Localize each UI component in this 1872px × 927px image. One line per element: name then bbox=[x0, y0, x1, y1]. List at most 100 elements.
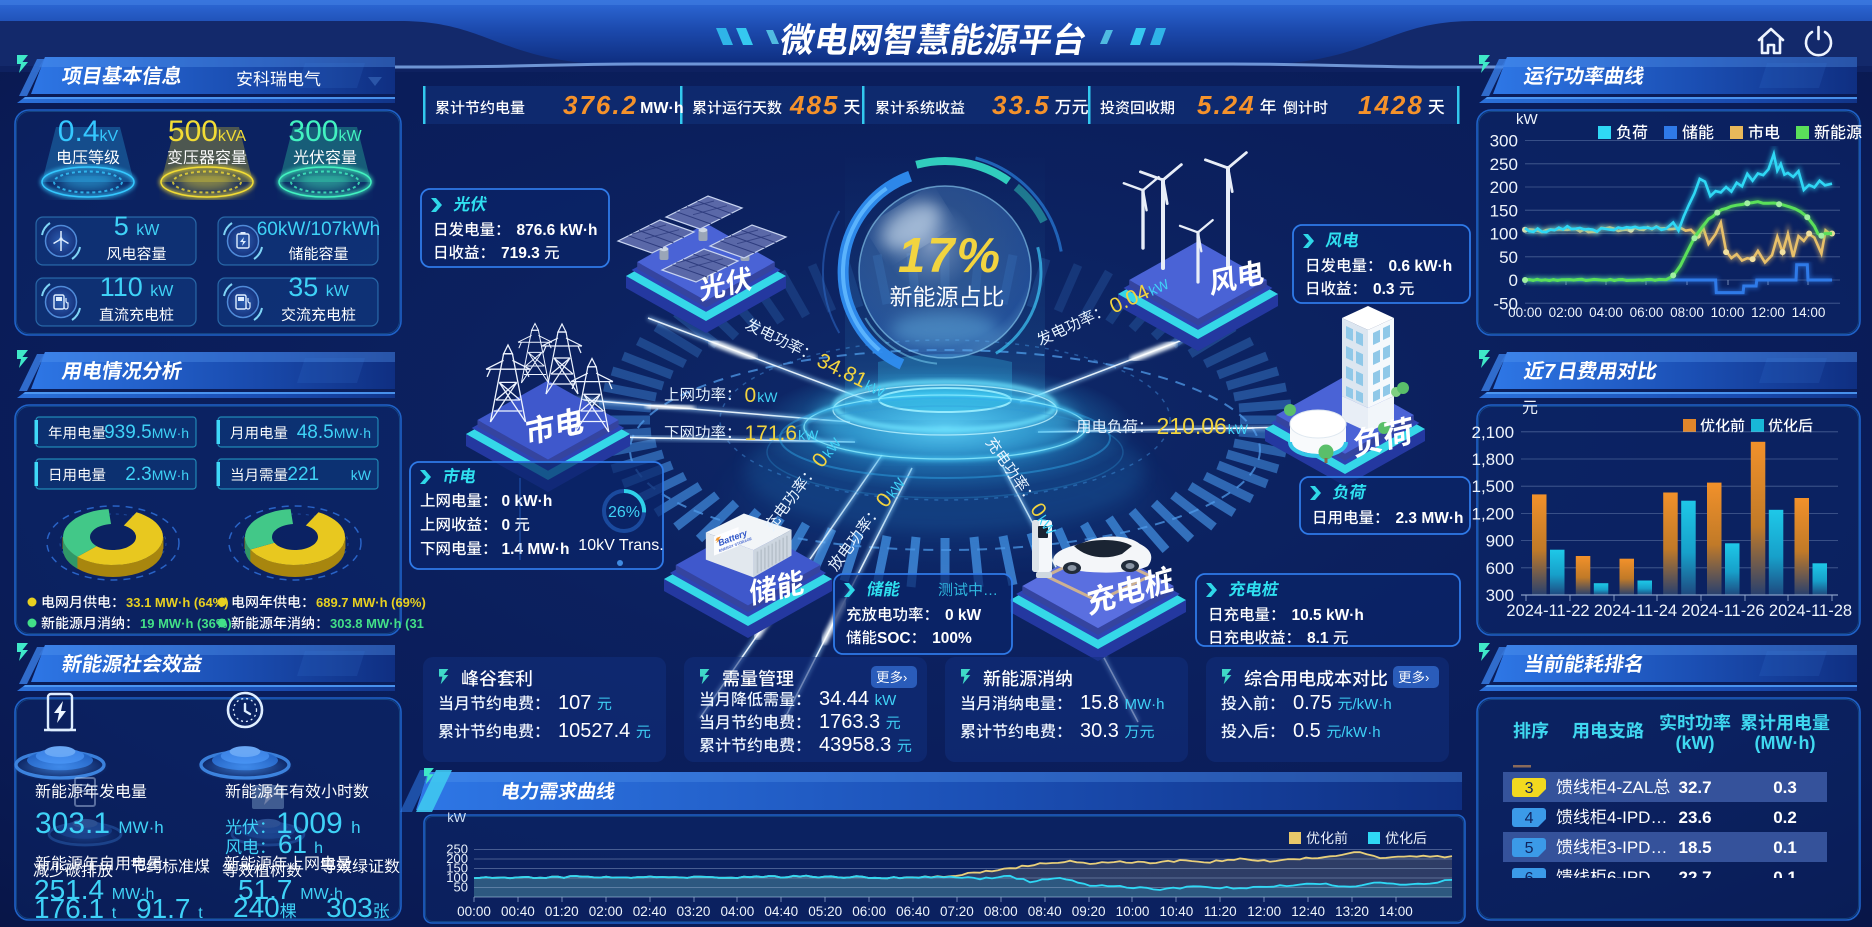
svg-text:3: 3 bbox=[1525, 780, 1534, 797]
svg-text:0 kW: 0 kW bbox=[945, 607, 982, 624]
svg-text:2.3 MW·h: 2.3 MW·h bbox=[1396, 510, 1464, 527]
svg-text:0.1: 0.1 bbox=[1773, 868, 1797, 887]
svg-text:/kW·h: /kW·h bbox=[1341, 724, 1380, 741]
svg-text:100%: 100% bbox=[932, 630, 972, 647]
svg-text:303.1: 303.1 bbox=[35, 807, 110, 840]
svg-text:12:00: 12:00 bbox=[1247, 904, 1281, 919]
svg-text:01:20: 01:20 bbox=[545, 904, 579, 919]
svg-text:6: 6 bbox=[1525, 870, 1534, 887]
svg-text:719.3: 719.3 bbox=[501, 245, 540, 262]
svg-text:30.3: 30.3 bbox=[1080, 720, 1119, 742]
svg-text:10:00: 10:00 bbox=[1711, 305, 1745, 320]
svg-text:689.7 MW·h (69%): 689.7 MW·h (69%) bbox=[316, 595, 426, 610]
svg-text:17%: 17% bbox=[898, 229, 1002, 283]
svg-text:2024-11-22: 2024-11-22 bbox=[1506, 602, 1589, 620]
svg-text:22.7: 22.7 bbox=[1679, 868, 1712, 887]
svg-text:08:00: 08:00 bbox=[984, 904, 1018, 919]
svg-text:0.75: 0.75 bbox=[1293, 692, 1332, 714]
svg-text:48.5: 48.5 bbox=[297, 422, 334, 443]
svg-text:02:00: 02:00 bbox=[589, 904, 623, 919]
svg-text:02:40: 02:40 bbox=[633, 904, 667, 919]
svg-text:485: 485 bbox=[789, 90, 839, 120]
svg-text:kW: kW bbox=[326, 283, 350, 300]
svg-text:kW: kW bbox=[150, 283, 174, 300]
svg-text:03:20: 03:20 bbox=[677, 904, 711, 919]
svg-text:MW·h: MW·h bbox=[334, 425, 371, 441]
svg-text:(MW·h): (MW·h) bbox=[1755, 733, 1816, 753]
svg-text:1763.3: 1763.3 bbox=[819, 711, 880, 733]
svg-text:2.3: 2.3 bbox=[125, 464, 151, 485]
svg-text:4: 4 bbox=[1525, 810, 1534, 827]
svg-text:8.1: 8.1 bbox=[1307, 630, 1329, 647]
svg-text:h: h bbox=[351, 818, 360, 837]
svg-text:kV: kV bbox=[100, 128, 119, 145]
svg-text:171.6: 171.6 bbox=[745, 422, 798, 445]
svg-text:11:20: 11:20 bbox=[1204, 904, 1237, 919]
svg-text:150: 150 bbox=[446, 861, 468, 876]
svg-text:61: 61 bbox=[278, 829, 307, 859]
svg-text:MW·h: MW·h bbox=[640, 100, 684, 117]
svg-text:0.4: 0.4 bbox=[58, 115, 100, 148]
svg-text:1.4 MW·h: 1.4 MW·h bbox=[502, 541, 570, 558]
svg-text:5: 5 bbox=[114, 211, 129, 241]
svg-text:MW·h: MW·h bbox=[1125, 696, 1165, 713]
svg-text:100: 100 bbox=[1490, 225, 1518, 244]
svg-text:06:00: 06:00 bbox=[852, 904, 886, 919]
svg-text:kW: kW bbox=[1516, 111, 1539, 128]
svg-text:51.7: 51.7 bbox=[238, 874, 293, 905]
svg-text:0.3: 0.3 bbox=[1773, 778, 1797, 797]
svg-text:04:00: 04:00 bbox=[721, 904, 755, 919]
svg-text:05:20: 05:20 bbox=[808, 904, 842, 919]
svg-text:08:00: 08:00 bbox=[1670, 305, 1704, 320]
svg-text:MW·h: MW·h bbox=[152, 467, 189, 483]
svg-text:0.5: 0.5 bbox=[1293, 720, 1321, 742]
svg-text:04:40: 04:40 bbox=[764, 904, 798, 919]
svg-text:5.24: 5.24 bbox=[1197, 90, 1256, 120]
svg-text:10.5 kW·h: 10.5 kW·h bbox=[1292, 607, 1364, 624]
svg-text:06:40: 06:40 bbox=[896, 904, 930, 919]
svg-text:33.5: 33.5 bbox=[992, 90, 1051, 120]
svg-text:02:00: 02:00 bbox=[1549, 305, 1583, 320]
svg-text:303.8 MW·h (31: 303.8 MW·h (31 bbox=[330, 616, 424, 631]
svg-text:t: t bbox=[112, 905, 117, 922]
svg-text:14:00: 14:00 bbox=[1379, 904, 1413, 919]
svg-text:kW: kW bbox=[1228, 421, 1249, 437]
svg-text:2,100: 2,100 bbox=[1472, 423, 1515, 442]
svg-text:0.3: 0.3 bbox=[1373, 281, 1395, 298]
svg-text:kW: kW bbox=[798, 427, 819, 443]
svg-text:10kV Trans.: 10kV Trans. bbox=[578, 537, 663, 554]
svg-text:09:20: 09:20 bbox=[1072, 904, 1106, 919]
svg-text:0.6 kW·h: 0.6 kW·h bbox=[1389, 258, 1453, 275]
svg-text:221: 221 bbox=[287, 464, 319, 485]
svg-text:0 kW·h: 0 kW·h bbox=[502, 493, 553, 510]
svg-text:00:00: 00:00 bbox=[1508, 305, 1542, 320]
svg-text:100: 100 bbox=[446, 870, 468, 885]
svg-text:2024-11-28: 2024-11-28 bbox=[1769, 602, 1852, 620]
svg-text:›: › bbox=[1425, 670, 1429, 685]
svg-text:5: 5 bbox=[1525, 840, 1534, 857]
svg-text:08:40: 08:40 bbox=[1028, 904, 1062, 919]
svg-text:376.2: 376.2 bbox=[563, 90, 638, 120]
svg-text:600: 600 bbox=[1486, 559, 1514, 578]
svg-text:43958.3: 43958.3 bbox=[819, 734, 891, 756]
svg-text:›: › bbox=[903, 670, 907, 685]
svg-text:h: h bbox=[314, 840, 323, 857]
svg-text:939.5: 939.5 bbox=[104, 422, 152, 443]
svg-text:kW: kW bbox=[339, 128, 363, 145]
svg-text:4-IPD…: 4-IPD… bbox=[1607, 808, 1667, 827]
svg-text:MW·h: MW·h bbox=[118, 818, 163, 837]
svg-text:4-ZAL: 4-ZAL bbox=[1607, 778, 1653, 797]
svg-text:26%: 26% bbox=[608, 504, 640, 521]
svg-text:50: 50 bbox=[1499, 248, 1518, 267]
svg-text:91.7: 91.7 bbox=[136, 893, 191, 924]
svg-text:13:20: 13:20 bbox=[1335, 904, 1369, 919]
svg-text:/kW·h: /kW·h bbox=[1353, 696, 1392, 713]
svg-text:240: 240 bbox=[233, 892, 280, 923]
svg-text:176.1: 176.1 bbox=[34, 893, 104, 924]
svg-text:10527.4: 10527.4 bbox=[558, 720, 630, 742]
svg-text:2024-11-24: 2024-11-24 bbox=[1594, 602, 1677, 620]
svg-text:251.4: 251.4 bbox=[34, 874, 104, 905]
svg-text:…: … bbox=[983, 582, 998, 599]
svg-text:0: 0 bbox=[745, 384, 757, 407]
svg-text:0.2: 0.2 bbox=[1773, 808, 1797, 827]
